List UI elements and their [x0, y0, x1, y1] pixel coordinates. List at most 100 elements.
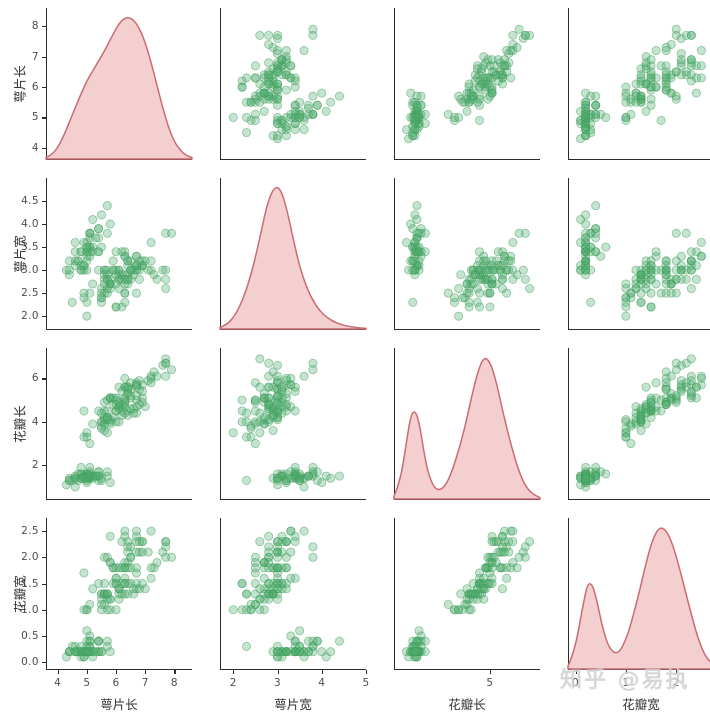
- data-point: [286, 61, 296, 71]
- data-point: [250, 61, 260, 71]
- data-point: [514, 552, 524, 562]
- data-point: [666, 279, 676, 289]
- data-point: [410, 256, 420, 266]
- data-point: [250, 563, 260, 573]
- data-point: [250, 439, 260, 449]
- data-point: [237, 76, 247, 86]
- data-point: [158, 547, 168, 557]
- data-point: [132, 408, 142, 418]
- data-point: [290, 573, 300, 583]
- data-point: [581, 131, 591, 141]
- data-point: [454, 311, 464, 321]
- data-point: [120, 247, 130, 257]
- data-point: [475, 568, 485, 578]
- data-point: [651, 46, 661, 56]
- data-point: [412, 201, 422, 211]
- data-point: [126, 391, 136, 401]
- x-axis-title: 萼片宽: [274, 697, 312, 712]
- data-point: [299, 125, 309, 135]
- axis-spine-left: [220, 518, 222, 670]
- data-point: [264, 382, 274, 392]
- data-point: [497, 584, 507, 594]
- data-point: [656, 288, 666, 298]
- axis-spine-left: [46, 518, 48, 670]
- data-point: [661, 70, 671, 80]
- data-point: [410, 251, 420, 261]
- data-point: [631, 91, 641, 101]
- data-point: [286, 112, 296, 122]
- data-point: [466, 91, 476, 101]
- kde-plot: [45, 16, 193, 160]
- data-point: [299, 526, 309, 536]
- data-point: [250, 73, 260, 83]
- axis-spine-left: [220, 8, 222, 160]
- data-point: [508, 558, 518, 568]
- data-point: [146, 563, 156, 573]
- data-point: [134, 537, 144, 547]
- data-point: [120, 251, 130, 261]
- data-point: [520, 274, 530, 284]
- axis-spine-bottom: [394, 328, 540, 330]
- data-point: [671, 67, 681, 77]
- data-point: [676, 49, 686, 59]
- data-point: [255, 382, 265, 392]
- data-point: [591, 112, 601, 122]
- data-point: [646, 76, 656, 86]
- data-point: [458, 605, 468, 615]
- data-point: [149, 563, 159, 573]
- data-point: [508, 30, 518, 40]
- data-point: [259, 393, 269, 403]
- data-point: [120, 579, 130, 589]
- data-point: [641, 284, 651, 294]
- y-axis-title: 萼片宽: [12, 235, 28, 273]
- data-point: [671, 24, 681, 34]
- data-point: [646, 94, 656, 104]
- data-point: [676, 251, 686, 261]
- data-point: [586, 265, 596, 275]
- data-point: [686, 265, 696, 275]
- data-point: [146, 573, 156, 583]
- scatter-plot: [228, 354, 344, 492]
- data-point: [487, 558, 497, 568]
- data-point: [671, 358, 681, 368]
- data-point: [85, 242, 95, 252]
- data-point: [114, 594, 124, 604]
- cell-petal_width-vs-petal_length: 5 花瓣长: [394, 518, 540, 712]
- data-point: [111, 563, 121, 573]
- data-point: [120, 288, 130, 298]
- axis-spine-bottom: [46, 328, 192, 330]
- x-tick-label: 5: [486, 677, 494, 689]
- data-point: [250, 558, 260, 568]
- data-point: [641, 382, 651, 392]
- data-point: [273, 46, 283, 56]
- data-point: [281, 475, 291, 485]
- point-cloud: [228, 24, 344, 144]
- data-point: [82, 636, 92, 646]
- data-point: [105, 605, 115, 615]
- data-point: [676, 70, 686, 80]
- data-point: [502, 573, 512, 583]
- data-point: [76, 265, 86, 275]
- scatter-plot: [228, 24, 344, 144]
- data-point: [132, 288, 142, 298]
- data-point: [696, 46, 706, 56]
- data-point: [487, 88, 497, 98]
- data-point: [686, 261, 696, 271]
- y-tick: [42, 316, 46, 318]
- data-point: [666, 73, 676, 83]
- data-point: [481, 256, 491, 266]
- data-point: [671, 228, 681, 238]
- data-point: [99, 599, 109, 609]
- data-point: [468, 589, 478, 599]
- data-point: [410, 647, 420, 657]
- data-point: [506, 256, 516, 266]
- data-point: [134, 256, 144, 266]
- axis-spine-left: [220, 348, 222, 500]
- data-point: [479, 594, 489, 604]
- data-point: [443, 109, 453, 119]
- data-point: [686, 376, 696, 386]
- data-point: [99, 288, 109, 298]
- x-tick-label: 6: [112, 677, 120, 689]
- kde-curve: [219, 186, 367, 330]
